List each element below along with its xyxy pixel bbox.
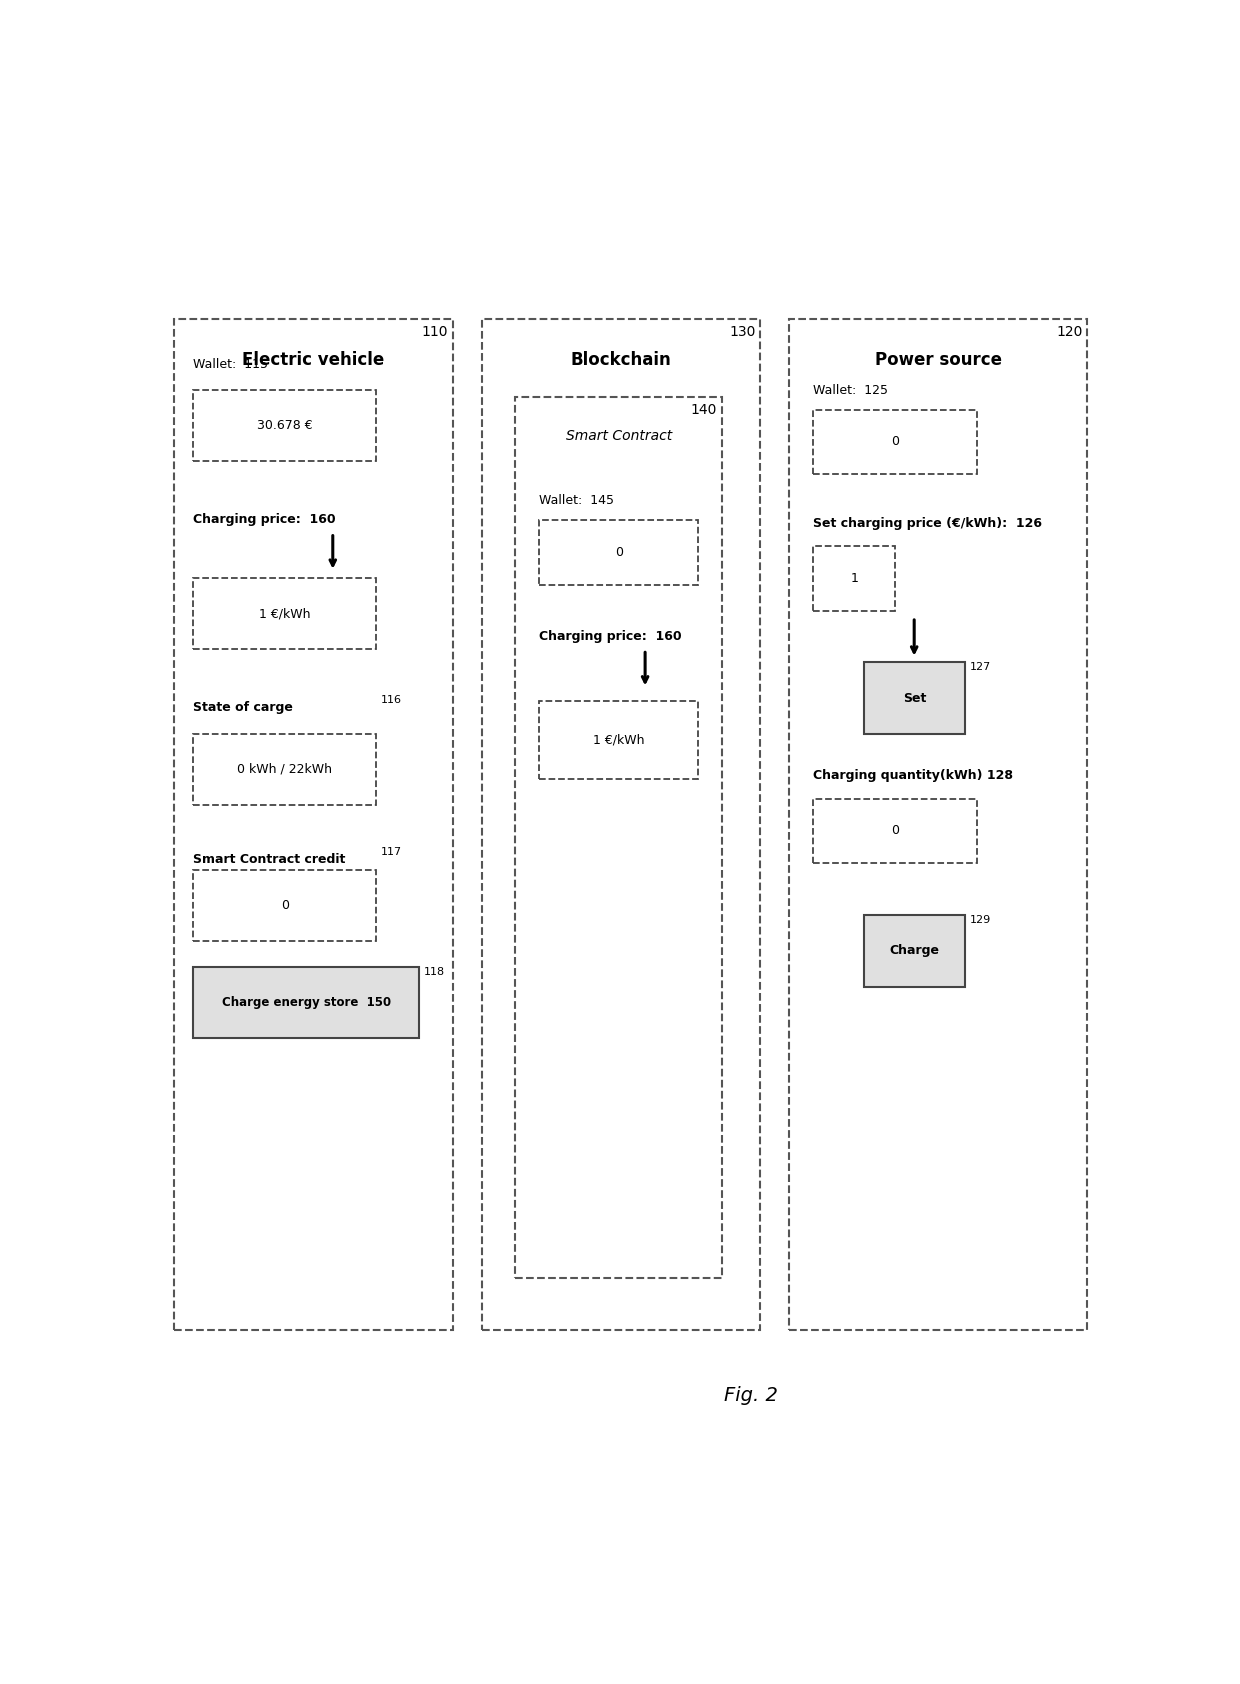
FancyBboxPatch shape <box>193 967 419 1039</box>
Text: Wallet:  125: Wallet: 125 <box>813 384 888 397</box>
FancyBboxPatch shape <box>864 914 965 987</box>
FancyBboxPatch shape <box>481 318 760 1330</box>
FancyBboxPatch shape <box>539 701 698 780</box>
Text: Fig. 2: Fig. 2 <box>724 1386 777 1404</box>
FancyBboxPatch shape <box>864 662 965 734</box>
Text: 127: 127 <box>970 662 991 672</box>
Text: Set charging price (€/kWh):  126: Set charging price (€/kWh): 126 <box>813 517 1043 530</box>
Text: Charge: Charge <box>889 945 940 958</box>
Text: 130: 130 <box>729 325 755 338</box>
Text: 30.678 €: 30.678 € <box>257 419 312 433</box>
Text: 1 €/kWh: 1 €/kWh <box>593 734 645 746</box>
Text: 116: 116 <box>381 695 402 706</box>
Text: Charging price:  160: Charging price: 160 <box>539 630 682 643</box>
FancyBboxPatch shape <box>813 546 895 611</box>
Text: State of carge: State of carge <box>193 701 294 714</box>
FancyBboxPatch shape <box>516 396 722 1278</box>
Text: 0: 0 <box>280 899 289 913</box>
Text: Charge energy store  150: Charge energy store 150 <box>222 997 391 1009</box>
Text: 117: 117 <box>381 847 402 857</box>
Text: 1: 1 <box>851 571 858 584</box>
Text: Smart Contract: Smart Contract <box>565 429 672 443</box>
FancyBboxPatch shape <box>539 520 698 584</box>
Text: 129: 129 <box>970 914 991 925</box>
FancyBboxPatch shape <box>193 578 376 650</box>
Text: 1 €/kWh: 1 €/kWh <box>259 608 310 620</box>
Text: Power source: Power source <box>874 352 1002 369</box>
Text: Electric vehicle: Electric vehicle <box>243 352 384 369</box>
Text: 0 kWh / 22kWh: 0 kWh / 22kWh <box>237 763 332 776</box>
Text: 120: 120 <box>1056 325 1083 338</box>
FancyBboxPatch shape <box>193 391 376 461</box>
Text: Smart Contract credit: Smart Contract credit <box>193 854 346 866</box>
Text: Set: Set <box>903 692 926 704</box>
Text: Blockchain: Blockchain <box>570 352 672 369</box>
Text: Charging price:  160: Charging price: 160 <box>193 514 336 527</box>
Text: 110: 110 <box>422 325 448 338</box>
Text: 140: 140 <box>691 402 717 418</box>
FancyBboxPatch shape <box>813 409 977 475</box>
FancyBboxPatch shape <box>193 871 376 941</box>
Text: Charging quantity(kWh) 128: Charging quantity(kWh) 128 <box>813 768 1013 781</box>
FancyBboxPatch shape <box>174 318 453 1330</box>
Text: of energy store :: of energy store : <box>193 741 311 753</box>
Text: 0: 0 <box>892 825 899 837</box>
FancyBboxPatch shape <box>789 318 1087 1330</box>
FancyBboxPatch shape <box>813 798 977 864</box>
Text: 0: 0 <box>615 546 622 559</box>
Text: Wallet:  115: Wallet: 115 <box>193 357 268 370</box>
Text: Wallet:  145: Wallet: 145 <box>539 493 614 507</box>
Text: 0: 0 <box>892 436 899 448</box>
FancyBboxPatch shape <box>193 734 376 805</box>
Text: 118: 118 <box>424 967 445 977</box>
